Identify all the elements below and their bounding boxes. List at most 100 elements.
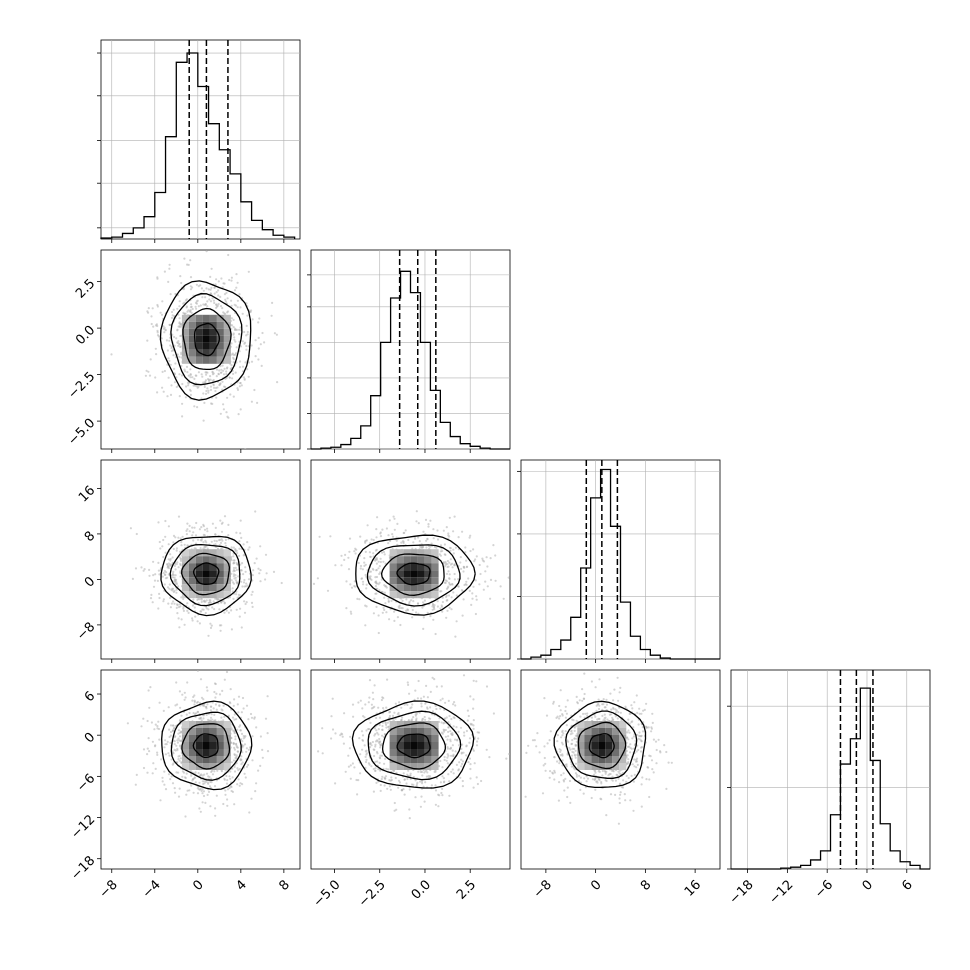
sample-point	[194, 547, 197, 550]
sample-point	[461, 762, 464, 766]
sample-point	[159, 799, 162, 802]
sample-point	[387, 542, 390, 545]
sample-point	[168, 754, 171, 757]
sample-point	[173, 748, 176, 752]
sample-point	[206, 530, 209, 533]
sample-point	[193, 526, 196, 529]
sample-point	[381, 734, 384, 737]
sample-point	[630, 704, 633, 707]
density-cell	[195, 577, 203, 585]
sample-point	[450, 717, 453, 721]
sample-point	[614, 715, 617, 718]
sample-point	[638, 707, 641, 710]
sample-point	[443, 755, 446, 759]
density-cell	[619, 742, 627, 749]
sample-point	[206, 781, 209, 784]
sample-point	[626, 731, 629, 734]
sample-point	[365, 587, 368, 590]
sample-point	[436, 538, 440, 541]
sample-point	[561, 759, 564, 762]
hist-panel-p3	[517, 459, 721, 663]
density-cell	[403, 563, 411, 571]
sample-point	[447, 570, 450, 573]
sample-point	[582, 792, 585, 795]
density-cell	[195, 335, 203, 343]
sample-point	[466, 719, 469, 722]
sample-point	[570, 730, 573, 733]
y-tick-label: 16	[76, 483, 98, 505]
sample-point	[545, 714, 549, 717]
sample-point	[228, 775, 231, 778]
density-cell	[591, 721, 599, 728]
sample-point	[636, 711, 639, 715]
sample-point	[202, 525, 205, 528]
sample-point	[235, 608, 238, 611]
sample-point	[614, 779, 618, 782]
sample-point	[544, 769, 547, 772]
sample-point	[178, 603, 181, 606]
sample-point	[191, 307, 194, 311]
sample-point	[627, 745, 631, 748]
sample-point	[170, 345, 173, 348]
sample-point	[408, 817, 411, 820]
sample-point	[445, 716, 448, 719]
sample-point	[467, 577, 470, 580]
sample-point	[416, 602, 420, 605]
sample-point	[178, 690, 181, 693]
sample-point	[362, 583, 365, 586]
sample-point	[388, 618, 391, 621]
sample-point	[158, 573, 161, 576]
density-cell	[188, 556, 196, 564]
hist-panel-p4	[727, 669, 931, 873]
sample-point	[383, 553, 386, 556]
sample-point	[649, 755, 652, 758]
sample-point	[240, 569, 243, 572]
sample-point	[627, 760, 630, 764]
sample-point	[236, 767, 239, 770]
sample-point	[230, 785, 233, 789]
sample-point	[250, 360, 254, 363]
density-cell	[195, 328, 203, 336]
sample-point	[622, 779, 625, 782]
sample-point	[617, 699, 620, 702]
sample-point	[186, 522, 189, 525]
sample-point	[170, 349, 173, 353]
sample-point	[191, 619, 194, 622]
sample-point	[467, 714, 470, 718]
sample-point	[220, 277, 223, 280]
sample-point	[374, 549, 377, 552]
sample-point	[421, 774, 424, 777]
sample-point	[207, 790, 211, 794]
sample-point	[394, 776, 397, 780]
density-cell	[209, 577, 217, 585]
sample-point	[385, 527, 388, 530]
sample-point	[266, 750, 270, 753]
sample-point	[441, 549, 444, 553]
scatter-panel-p1-p4	[97, 669, 301, 873]
sample-point	[575, 737, 578, 740]
density-cell	[223, 763, 231, 770]
sample-point	[548, 739, 551, 742]
sample-point	[477, 737, 480, 740]
sample-point	[435, 685, 438, 688]
sample-point	[485, 685, 489, 688]
sample-point	[612, 769, 615, 772]
sample-point	[213, 386, 216, 389]
sample-point	[383, 732, 386, 736]
sample-point	[568, 746, 571, 750]
sample-point	[207, 288, 210, 291]
density-cell	[223, 328, 231, 336]
sample-point	[229, 393, 232, 396]
sample-point	[444, 579, 447, 582]
sample-point	[376, 731, 379, 735]
sample-point	[186, 681, 189, 684]
sample-point	[492, 712, 495, 715]
x-tick-label: −4	[140, 877, 164, 901]
sample-point	[559, 709, 562, 712]
sample-point	[233, 336, 236, 339]
sample-point	[142, 569, 145, 572]
sample-point	[206, 793, 209, 797]
sample-point	[179, 537, 182, 540]
sample-point	[226, 396, 229, 399]
density-cell	[410, 549, 418, 557]
